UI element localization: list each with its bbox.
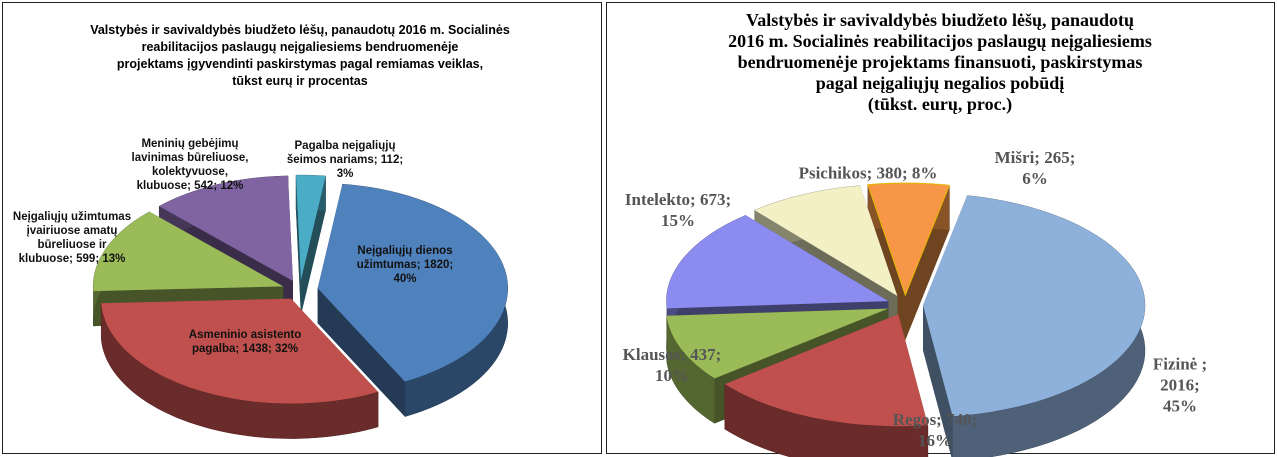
pie-slice [296,175,326,281]
slice-rim [724,383,929,457]
pie-slice [93,211,284,292]
data-label: Klausos; 437; 10% [622,345,722,385]
slice-wall [923,305,953,457]
right-panel [606,2,1275,454]
slice-tops [93,175,508,404]
pie-slice [317,184,508,382]
data-label: Asmeninio asistento pagalba; 1438; 32% [188,329,302,355]
slice-wall [317,288,405,417]
data-label: Neįgaliųjų užimtumas įvairiuose amatų bū… [12,211,132,265]
data-label: Intelekto; 673; 15% [624,190,732,230]
pie-slice [666,308,889,379]
pie-slice [666,215,889,309]
slice-rim [666,315,715,424]
data-label: Mišri; 265; 6% [994,148,1076,188]
data-label: Fizinė ; 2016; 45% [1152,354,1208,416]
slice-tops [666,182,1145,427]
chart-title: Valstybės ir savivaldybės biudžeto lėšų,… [728,10,1152,114]
left-panel [2,2,602,454]
data-label: Pagalba neįgaliųjų šeimos nariams; 112; … [286,140,404,180]
pie-slice [724,314,928,427]
data-label: Regos; 740; 16% [892,410,978,450]
data-label: Psichikos; 380; 8% [798,163,938,183]
pie-slice [101,298,379,404]
pie-slice [923,195,1145,417]
pie-slice [867,182,951,297]
chart-title: Valstybės ir savivaldybės biudžeto lėšų,… [90,23,510,88]
pie-slice [754,185,898,296]
data-label: Neįgaliųjų dienos užimtumas; 1820; 40% [356,245,454,285]
data-label: Meninių gebėjimų lavinimas būreliuose, k… [131,138,249,192]
pie-slice [159,175,293,281]
